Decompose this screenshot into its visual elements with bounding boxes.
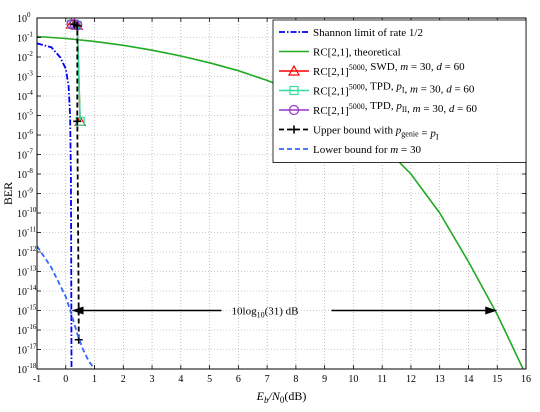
x-tick-label: 8 [293, 374, 298, 385]
legend-label-6: Lower bound for m = 30 [313, 144, 421, 156]
x-tick-label: 1 [92, 374, 97, 385]
y-tick-label: 10-13 [17, 265, 37, 279]
series-5-point [73, 21, 82, 30]
y-tick-label: 10-11 [17, 226, 37, 240]
x-tick-label: 11 [377, 374, 387, 385]
legend-label-5: Upper bound with pgenie = pI [313, 125, 439, 142]
x-tick-label: 13 [435, 374, 445, 385]
y-tick-label: 10-14 [17, 284, 37, 298]
annotation-arrowhead-left [71, 306, 84, 315]
legend-marker-3 [289, 85, 299, 96]
legend: Shannon limit of rate 1/2 RC[2,1], theore… [272, 19, 527, 163]
annotation-label: 10log10(31) dB [232, 306, 299, 320]
y-tick-label: 10-16 [17, 323, 37, 337]
x-tick-label: 4 [178, 374, 183, 385]
y-tick-label: 10-1 [17, 31, 33, 45]
series-4-point [72, 20, 83, 31]
y-tick-label: 10-8 [17, 167, 33, 181]
x-tick-label: -1 [33, 374, 41, 385]
y-tick-label: 10-3 [17, 70, 33, 84]
y-tick-label: 10-15 [17, 304, 37, 318]
series-5-point [73, 117, 82, 126]
legend-label-2: RC[2,1]5000, SWD, m = 30, d = 60 [313, 61, 465, 78]
x-tick-label: 16 [521, 374, 531, 385]
series-line-6 [36, 245, 96, 370]
y-axis-label: BER [1, 182, 15, 205]
legend-marker-4 [288, 104, 300, 116]
y-tick-label: 10-6 [17, 128, 33, 142]
legend-label-0: Shannon limit of rate 1/2 [313, 27, 423, 39]
y-ticks: 100 10-1 10-2 10-3 10-4 10-5 10-6 10-7 10-8 10-9 1… [17, 11, 526, 376]
x-tick-label: 0 [63, 374, 68, 385]
legend-marker-5 [290, 125, 298, 134]
legend-label-1: RC[2,1], theoretical [313, 47, 401, 59]
series-line-0 [36, 42, 73, 370]
y-tick-label: 10-2 [17, 50, 33, 64]
y-tick-label: 10-18 [17, 362, 37, 376]
y-tick-label: 10-9 [17, 187, 33, 201]
x-tick-label: 10 [348, 374, 358, 385]
x-tick-label: 9 [322, 374, 327, 385]
x-tick-label: 6 [236, 374, 241, 385]
y-tick-label: 10-7 [17, 148, 33, 162]
y-tick-label: 10-5 [17, 109, 33, 123]
annotation-arrow: 10log10(31) dB [71, 306, 498, 320]
annotation-arrowhead-right [485, 306, 498, 315]
legend-box [272, 19, 527, 163]
y-tick-label: 10-12 [17, 245, 37, 259]
x-tick-label: 15 [492, 374, 502, 385]
x-tick-label: 3 [150, 374, 155, 385]
legend-label-3: RC[2,1]5000, TPD, pI, m = 30, d = 60 [313, 81, 475, 98]
y-tick-label: 100 [17, 11, 31, 25]
x-ticks: -1 0 1 2 3 4 5 6 7 8 9 10 11 12 13 14 15 16 [33, 18, 531, 385]
x-tick-label: 2 [121, 374, 126, 385]
x-tick-label: 12 [406, 374, 416, 385]
legend-label-4: RC[2,1]5000, TPD, pII, m = 30, d = 60 [313, 100, 478, 117]
legend-marker-2 [287, 64, 301, 76]
y-tick-label: 10-17 [17, 343, 37, 357]
y-tick-label: 10-4 [17, 89, 33, 103]
x-tick-label: 7 [265, 374, 270, 385]
x-axis-label: Eb/N0(dB) [256, 389, 307, 405]
y-tick-label: 10-10 [17, 206, 37, 220]
x-tick-label: 5 [207, 374, 212, 385]
x-tick-label: 14 [463, 374, 473, 385]
